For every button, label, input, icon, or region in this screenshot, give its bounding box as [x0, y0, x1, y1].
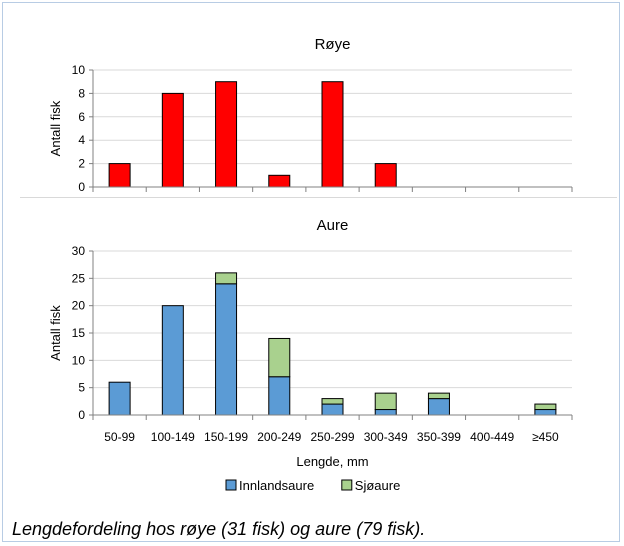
roye-y-tick-label: 10: [72, 63, 86, 77]
roye-chart-title: Røye: [315, 36, 351, 53]
figure-frame: [2, 2, 620, 542]
aure-bar-innlandsaure: [374, 409, 397, 416]
aure-x-tick-label: 150-199: [204, 430, 248, 444]
aure-bar-sjøaure: [321, 398, 344, 405]
figure-caption: Lengdefordeling hos røye (31 fisk) og au…: [12, 519, 426, 539]
aure-y-tick-label: 0: [78, 408, 85, 422]
aure-bar-innlandsaure: [108, 381, 131, 416]
aure-x-axis-label: Lengde, mm: [296, 454, 368, 469]
aure-x-tick-label: ≥450: [532, 430, 559, 444]
aure-bar-sjøaure: [534, 403, 557, 411]
aure-bar-sjøaure: [268, 337, 291, 378]
aure-y-tick-label: 15: [72, 326, 86, 340]
aure-x-tick-label: 200-249: [257, 430, 301, 444]
legend-label-innlandsaure: Innlandsaure: [239, 478, 314, 493]
roye-y-tick-label: 4: [78, 133, 85, 147]
aure-y-tick-label: 30: [72, 244, 86, 258]
roye-y-tick-label: 8: [78, 86, 85, 100]
aure-x-tick-label: 400-449: [470, 430, 514, 444]
aure-y-axis-label: Antall fisk: [48, 305, 63, 361]
aure-x-tick-label: 300-349: [364, 430, 408, 444]
aure-x-tick-label: 350-399: [417, 430, 461, 444]
aure-x-tick-label: 50-99: [104, 430, 135, 444]
legend-swatch-sjøaure: [341, 479, 353, 491]
roye-y-tick-label: 0: [78, 180, 85, 194]
roye-bar-count: [108, 163, 131, 188]
roye-bar-count: [161, 92, 184, 188]
aure-bar-innlandsaure: [268, 376, 291, 416]
aure-bar-innlandsaure: [534, 409, 557, 416]
roye-bar-count: [268, 174, 291, 188]
aure-y-tick-label: 20: [72, 299, 86, 313]
aure-bar-sjøaure: [215, 272, 238, 285]
roye-bar-count: [215, 81, 238, 188]
roye-y-tick-label: 6: [78, 110, 85, 124]
roye-bar-count: [321, 81, 344, 188]
roye-bar-count: [374, 163, 397, 188]
aure-bar-innlandsaure: [161, 305, 184, 416]
aure-y-tick-label: 10: [72, 353, 86, 367]
aure-bar-sjøaure: [374, 392, 397, 411]
aure-bar-innlandsaure: [321, 403, 344, 416]
aure-x-tick-label: 100-149: [151, 430, 195, 444]
aure-y-tick-label: 5: [78, 381, 85, 395]
aure-bar-innlandsaure: [215, 283, 238, 416]
legend-swatch-innlandsaure: [225, 479, 237, 491]
legend-label-sjøaure: Sjøaure: [355, 478, 401, 493]
aure-x-tick-label: 250-299: [310, 430, 354, 444]
chart-separator: [20, 197, 617, 198]
roye-y-tick-label: 2: [78, 157, 85, 171]
aure-y-tick-label: 25: [72, 271, 86, 285]
aure-bar-innlandsaure: [427, 398, 450, 416]
roye-y-axis-label: Antall fisk: [48, 100, 63, 156]
aure-bar-sjøaure: [427, 392, 450, 400]
aure-chart-title: Aure: [317, 217, 349, 234]
